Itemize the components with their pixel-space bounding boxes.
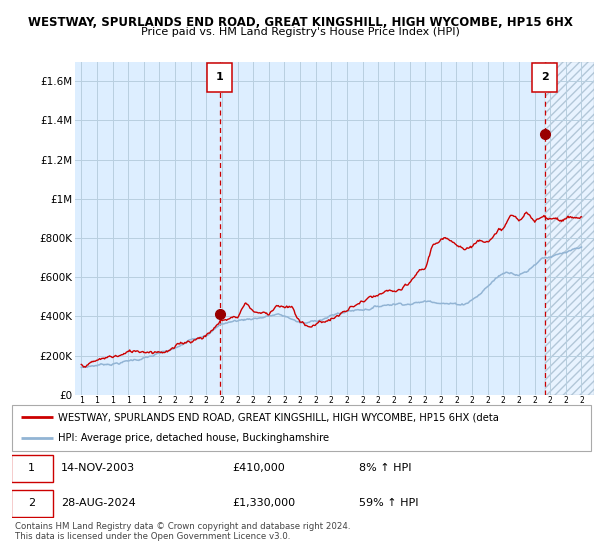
Text: 14-NOV-2003: 14-NOV-2003 [61, 464, 136, 473]
Text: 59% ↑ HPI: 59% ↑ HPI [359, 498, 419, 508]
Text: WESTWAY, SPURLANDS END ROAD, GREAT KINGSHILL, HIGH WYCOMBE, HP15 6HX: WESTWAY, SPURLANDS END ROAD, GREAT KINGS… [28, 16, 572, 29]
Text: 1: 1 [216, 72, 224, 82]
Text: £410,000: £410,000 [232, 464, 285, 473]
Text: 2: 2 [541, 72, 548, 82]
FancyBboxPatch shape [532, 63, 557, 92]
Text: 1: 1 [28, 464, 35, 473]
Text: 8% ↑ HPI: 8% ↑ HPI [359, 464, 412, 473]
Text: WESTWAY, SPURLANDS END ROAD, GREAT KINGSHILL, HIGH WYCOMBE, HP15 6HX (deta: WESTWAY, SPURLANDS END ROAD, GREAT KINGS… [58, 412, 499, 422]
FancyBboxPatch shape [11, 489, 53, 517]
Text: £1,330,000: £1,330,000 [232, 498, 295, 508]
Text: Contains HM Land Registry data © Crown copyright and database right 2024.
This d: Contains HM Land Registry data © Crown c… [15, 522, 350, 542]
Text: Price paid vs. HM Land Registry's House Price Index (HPI): Price paid vs. HM Land Registry's House … [140, 27, 460, 37]
FancyBboxPatch shape [208, 63, 232, 92]
FancyBboxPatch shape [11, 455, 53, 482]
Text: HPI: Average price, detached house, Buckinghamshire: HPI: Average price, detached house, Buck… [58, 433, 329, 444]
Text: 2: 2 [28, 498, 35, 508]
Text: 28-AUG-2024: 28-AUG-2024 [61, 498, 136, 508]
